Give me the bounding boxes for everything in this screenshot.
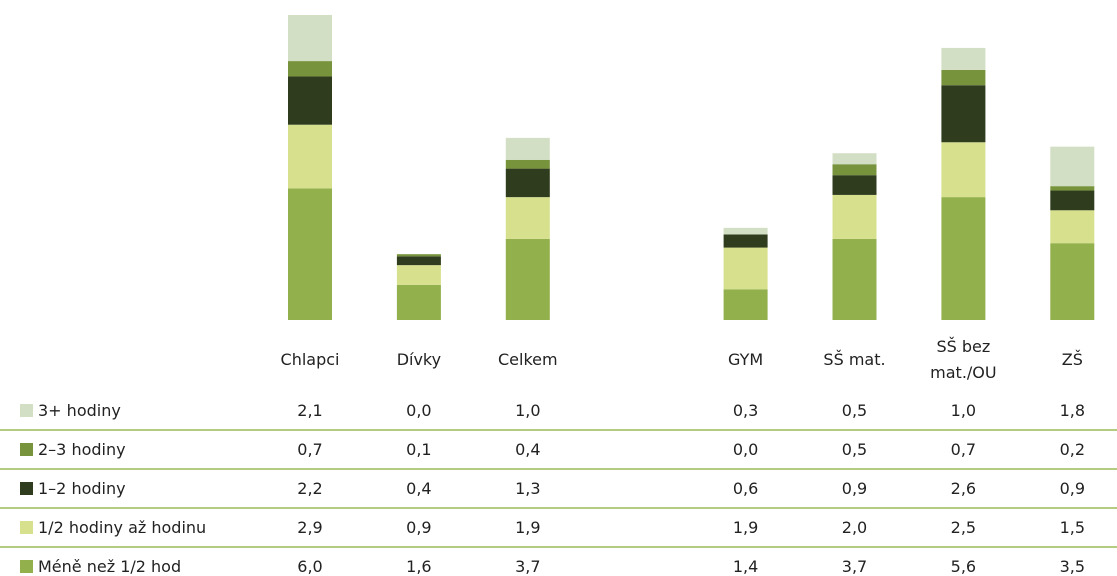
bar-segment <box>1050 146 1095 187</box>
legend-swatch <box>20 482 33 495</box>
x-tick-label: Chlapci <box>280 350 340 369</box>
legend-swatch <box>20 521 33 534</box>
table-value: 2,2 <box>297 479 323 498</box>
bar-segment <box>505 238 550 320</box>
bar-segment <box>505 197 550 239</box>
table-value: 1,6 <box>406 557 432 576</box>
table-value: 0,0 <box>732 440 759 459</box>
table-value: 0,0 <box>406 401 432 420</box>
bar-segment <box>288 61 332 77</box>
bar-segment <box>288 188 332 320</box>
table-value: 1,9 <box>515 518 541 537</box>
bar-segment <box>1050 243 1095 320</box>
table-value: 1,4 <box>732 557 759 576</box>
bar-segment <box>505 159 550 169</box>
table-value: 1,3 <box>515 479 541 498</box>
bar-segment <box>1050 186 1095 191</box>
table-value: 0,9 <box>841 479 868 498</box>
table-value: 0,9 <box>406 518 432 537</box>
bar-segment <box>723 227 768 235</box>
bar-segment <box>832 164 877 176</box>
bar-segment <box>832 153 877 165</box>
table-value: 3,7 <box>841 557 868 576</box>
table-value: 0,9 <box>1059 479 1086 498</box>
table-value: 3,7 <box>515 557 541 576</box>
bar-segment <box>288 15 332 62</box>
table-value: 1,8 <box>1059 401 1086 420</box>
bar-segment <box>288 124 332 189</box>
table-value: 2,1 <box>297 401 323 420</box>
table-value: 2,9 <box>297 518 323 537</box>
bar-segment <box>832 194 877 239</box>
table-value: 0,3 <box>732 401 759 420</box>
x-tick-label: SŠ bez mat./OU <box>930 337 997 382</box>
x-tick-label: SŠ mat. <box>823 350 886 369</box>
bar-segment <box>723 247 768 290</box>
x-tick-label: Dívky <box>396 350 442 369</box>
table-value: 5,6 <box>950 557 977 576</box>
table-value: 3,5 <box>1059 557 1086 576</box>
legend-swatch <box>20 560 33 573</box>
table-value: 1,0 <box>515 401 541 420</box>
legend-label: 2–3 hodiny <box>38 440 126 459</box>
legend-swatch <box>20 404 33 417</box>
table-value: 2,0 <box>841 518 868 537</box>
legend-swatch <box>20 443 33 456</box>
x-tick-label: GYM <box>728 350 764 369</box>
table-value: 6,0 <box>297 557 323 576</box>
bar-segment <box>288 76 332 125</box>
bar-segment <box>1050 210 1095 244</box>
legend-label: 1/2 hodiny až hodinu <box>38 518 207 537</box>
bar-segment <box>505 168 550 198</box>
table-value: 1,5 <box>1059 518 1086 537</box>
bar-segment <box>941 85 986 143</box>
bar-segment <box>396 265 441 285</box>
bar-segment <box>723 234 768 248</box>
table-value: 2,5 <box>950 518 977 537</box>
bar-segment <box>832 175 877 195</box>
table-value: 2,6 <box>950 479 977 498</box>
bar-segment <box>941 69 986 86</box>
bar-segment <box>941 197 986 320</box>
bar-segment <box>941 142 986 198</box>
table-value: 0,5 <box>841 440 868 459</box>
x-tick-label: Celkem <box>498 350 558 369</box>
table-value: 0,1 <box>406 440 432 459</box>
table-value: 0,5 <box>841 401 868 420</box>
bar-segment <box>832 238 877 320</box>
table-value: 0,7 <box>950 440 977 459</box>
table-value: 0,4 <box>406 479 432 498</box>
bar-segment <box>505 137 550 160</box>
bar-segment <box>396 284 441 320</box>
table-value: 1,0 <box>950 401 977 420</box>
table-value: 0,4 <box>515 440 541 459</box>
bar-segment <box>396 256 441 266</box>
table-value: 0,2 <box>1059 440 1086 459</box>
table-value: 0,6 <box>732 479 759 498</box>
legend-label: 3+ hodiny <box>38 401 121 420</box>
table-value: 1,9 <box>732 518 759 537</box>
bar-segment <box>1050 190 1095 211</box>
x-tick-label: ZŠ <box>1061 350 1083 369</box>
bar-segment <box>941 47 986 70</box>
legend-label: 1–2 hodiny <box>38 479 126 498</box>
bar-segment <box>396 254 441 257</box>
table-value: 0,7 <box>297 440 323 459</box>
legend-label: Méně než 1/2 hod <box>38 557 182 576</box>
bar-segment <box>723 289 768 320</box>
